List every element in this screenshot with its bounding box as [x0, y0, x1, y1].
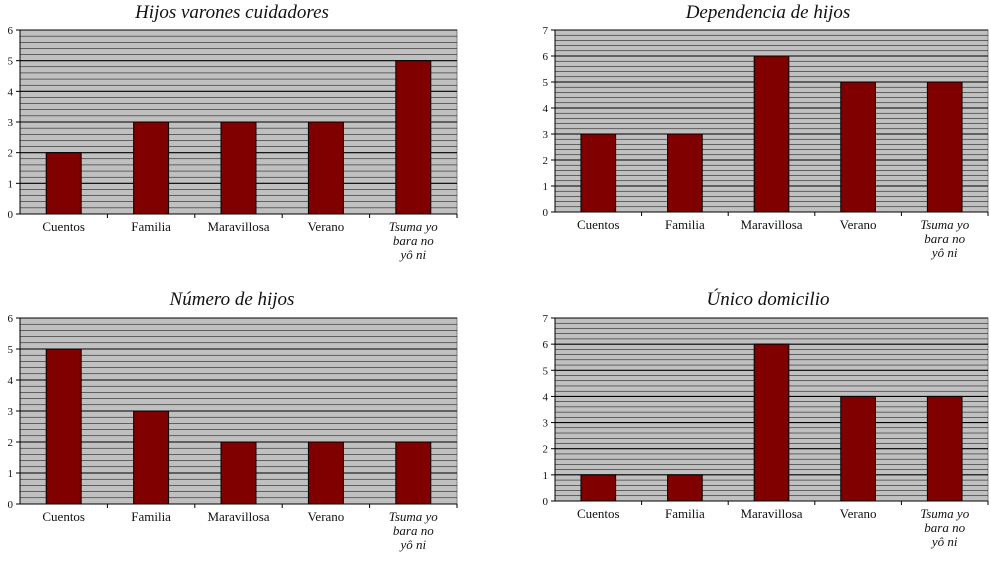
y-tick-label: 0 [8, 499, 14, 511]
y-tick-label: 2 [8, 148, 14, 160]
x-tick-label: Maravillosa [740, 506, 802, 521]
x-tick-label: Cuentos [42, 219, 85, 234]
y-tick-label: 2 [543, 444, 549, 456]
y-tick-label: 3 [8, 117, 14, 129]
chart-title: Único domicilio [707, 288, 830, 310]
y-tick-label: 2 [543, 155, 549, 167]
x-tick-label: Tsuma yo bara no yô ni [920, 217, 970, 260]
bar-1 [580, 474, 617, 502]
y-tick-label: 5 [8, 344, 14, 356]
x-tick-label: Familia [665, 506, 705, 521]
bar-2 [133, 121, 170, 215]
y-tick-label: 1 [8, 178, 14, 190]
chart-2: Dependencia de hijos 0 1 2 3 4 5 6 7 Cuentos Famil… [543, 2, 989, 260]
y-tick-label: 2 [8, 437, 14, 449]
bar-5 [926, 81, 963, 213]
x-tick-label: Tsuma yo bara no yô ni [389, 219, 439, 262]
y-tick-label: 7 [543, 313, 549, 325]
y-tick-label: 3 [8, 406, 14, 418]
bar-2 [133, 410, 170, 505]
bar-3 [220, 441, 257, 505]
y-tick-label: 3 [543, 129, 549, 141]
y-tick-label: 4 [8, 86, 14, 98]
chart-4: Único domicilio 0 1 2 3 4 5 6 7 Cuentos Familia Mar… [543, 288, 989, 549]
chart-title: Dependencia de hijos [685, 2, 851, 23]
y-tick-label: 4 [543, 391, 549, 403]
y-tick-label: 5 [543, 77, 549, 89]
bar-4 [840, 395, 876, 502]
y-tick-label: 1 [8, 468, 14, 480]
x-tick-label: Cuentos [577, 506, 620, 521]
bar-3 [753, 55, 790, 213]
y-tick-label: 0 [543, 496, 549, 508]
y-tick-label: 4 [8, 375, 14, 387]
bar-1 [580, 133, 617, 213]
y-tick-label: 7 [543, 25, 549, 37]
bar-5 [926, 395, 963, 502]
bar-3 [220, 121, 257, 215]
y-tick-label: 6 [543, 51, 549, 63]
y-tick-label: 0 [543, 207, 549, 219]
bar-4 [840, 81, 876, 213]
bar-1 [45, 152, 82, 215]
x-tick-label: Familia [131, 509, 171, 524]
x-tick-label: Verano [307, 509, 344, 524]
x-tick-label: Maravillosa [207, 219, 269, 234]
x-tick-label: Maravillosa [740, 217, 802, 232]
chart-3: Número de hijos 0 1 2 3 4 5 6 Cuentos Familia Mara… [8, 289, 458, 552]
y-tick-label: 6 [8, 25, 14, 37]
y-tick-label: 3 [543, 418, 549, 430]
y-tick-label: 6 [8, 313, 14, 325]
bar-2 [667, 474, 703, 502]
x-tick-label: Verano [840, 506, 877, 521]
x-tick-label: Tsuma yo bara no yô ni [920, 506, 970, 549]
y-tick-label: 5 [543, 365, 549, 377]
chart-title: Hijos varones cuidadores [134, 2, 329, 23]
bar-2 [667, 133, 703, 213]
chart-1: Hijos varones cuidadores 0 1 2 3 4 5 6 Cuentos Fa… [8, 2, 458, 262]
y-tick-label: 1 [543, 181, 549, 193]
x-tick-label: Tsuma yo bara no yô ni [389, 509, 439, 552]
y-tick-label: 6 [543, 339, 549, 351]
y-tick-label: 4 [543, 103, 549, 115]
bar-5 [395, 60, 432, 215]
x-tick-label: Familia [665, 217, 705, 232]
chart-title: Número de hijos [169, 289, 295, 310]
x-tick-label: Maravillosa [207, 509, 269, 524]
y-tick-label: 5 [8, 56, 14, 68]
x-tick-label: Cuentos [577, 217, 620, 232]
y-tick-label: 1 [543, 470, 549, 482]
bar-4 [307, 441, 344, 505]
y-tick-label: 0 [8, 209, 14, 221]
bar-1 [45, 348, 82, 505]
x-tick-label: Cuentos [42, 509, 85, 524]
bar-5 [395, 441, 432, 505]
x-tick-label: Familia [131, 219, 171, 234]
bar-4 [307, 121, 344, 215]
bar-3 [753, 343, 790, 502]
x-tick-label: Verano [840, 217, 877, 232]
x-tick-label: Verano [307, 219, 344, 234]
